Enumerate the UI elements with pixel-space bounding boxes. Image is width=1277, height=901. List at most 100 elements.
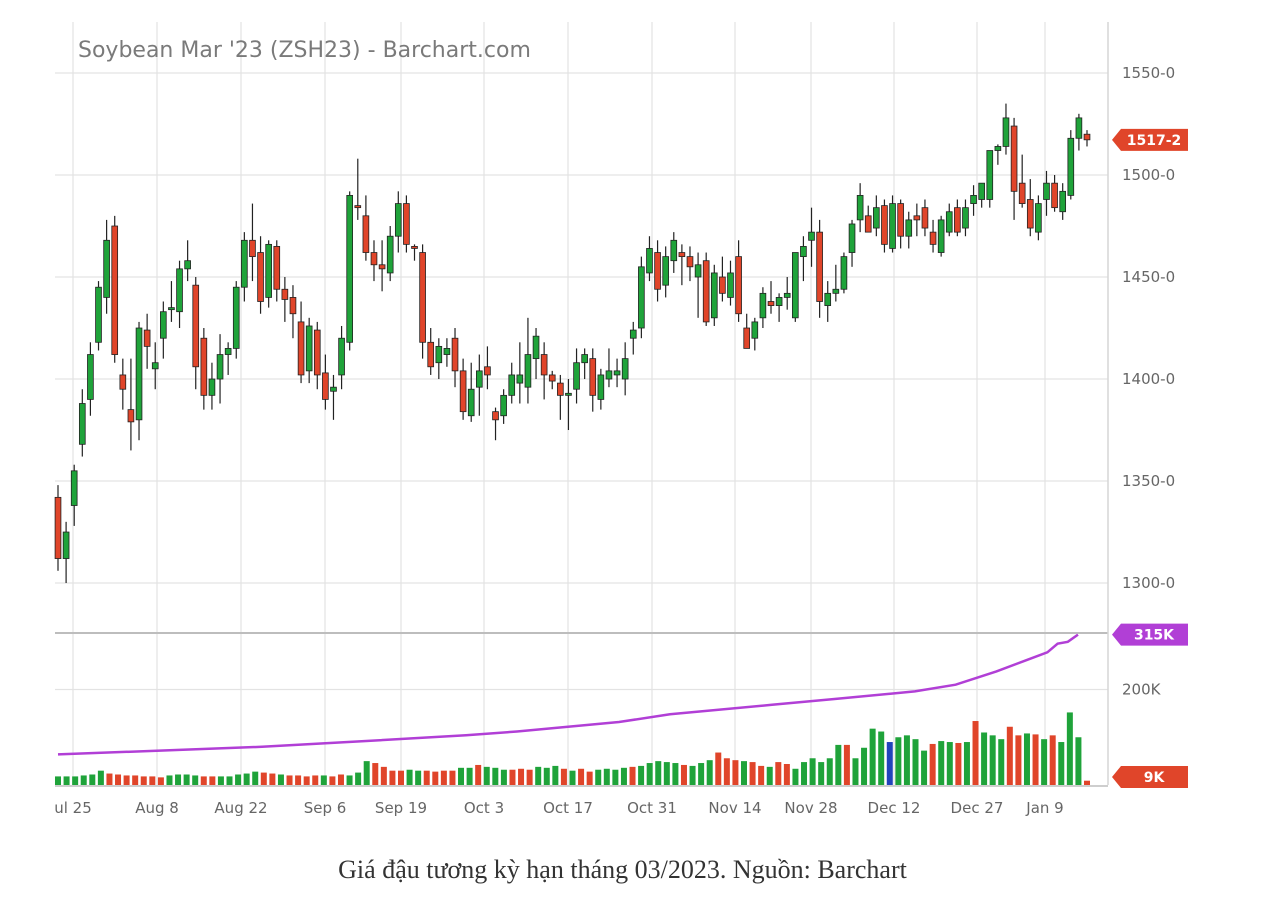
- volume-bar: [989, 735, 996, 785]
- candle-body: [1035, 203, 1042, 233]
- candle-body: [297, 321, 305, 376]
- volume-bar: [655, 761, 662, 785]
- candle-body: [273, 246, 281, 290]
- candle-body: [1051, 182, 1058, 209]
- volume-bar: [835, 744, 842, 785]
- candle-body: [848, 223, 856, 253]
- price-tick-label: 1550-0: [1122, 64, 1175, 82]
- volume-bar: [861, 747, 868, 785]
- price-tick-label: 1300-0: [1122, 574, 1175, 592]
- volume-bar: [586, 771, 593, 785]
- volume-bar: [1015, 735, 1022, 785]
- candle-body: [168, 307, 175, 311]
- volume-bar: [1006, 726, 1013, 785]
- x-tick-label: Nov 28: [784, 799, 837, 817]
- candle-body: [281, 288, 289, 300]
- volume-bar: [809, 758, 816, 785]
- candle-body: [305, 325, 313, 372]
- candle-body: [378, 264, 386, 270]
- candle-body: [492, 411, 499, 421]
- volume-bar: [629, 766, 636, 785]
- volume-bar: [372, 763, 379, 785]
- candle-body: [176, 268, 183, 313]
- candle-body: [986, 150, 994, 200]
- volume-bar: [921, 750, 928, 785]
- candle-body: [1002, 117, 1010, 147]
- candle-body: [265, 243, 272, 298]
- volume-bar: [869, 728, 876, 785]
- volume-bar: [535, 766, 542, 785]
- figure-caption: Giá đậu tương kỳ hạn tháng 03/2023. Nguồ…: [338, 855, 907, 884]
- volume-bar: [1032, 734, 1039, 785]
- candle-body: [70, 470, 78, 506]
- volume-bar: [123, 775, 130, 785]
- volume-bar: [89, 774, 96, 785]
- candle-body: [451, 337, 459, 372]
- candle-body: [710, 272, 718, 319]
- volume-bar: [518, 768, 525, 785]
- candle-body: [565, 392, 572, 396]
- volume-bar: [63, 776, 70, 785]
- candle-body: [143, 329, 151, 347]
- candle-body: [127, 409, 135, 423]
- volume-bar: [286, 775, 293, 785]
- volume-bar: [415, 770, 422, 785]
- candle-body: [970, 195, 977, 204]
- volume-bar: [740, 761, 748, 785]
- candle-body: [346, 195, 354, 343]
- volume-bar: [955, 742, 962, 785]
- volume-bar: [140, 776, 147, 785]
- volume-badge-shape: [1112, 766, 1188, 788]
- volume-bar: [963, 742, 970, 785]
- candle-body: [937, 219, 945, 253]
- x-tick-label: Aug 8: [135, 799, 179, 817]
- volume-bar: [440, 770, 447, 785]
- volume-bar: [337, 774, 344, 785]
- volume-bar: [157, 777, 164, 785]
- candle-body: [921, 207, 929, 229]
- candle-body: [678, 252, 686, 258]
- open-interest-line: [57, 633, 1079, 756]
- volume-bar: [766, 766, 773, 785]
- x-tick-label: Dec 12: [868, 799, 921, 817]
- candle-body: [816, 231, 823, 302]
- candle-body: [524, 354, 532, 388]
- candle-body: [881, 205, 888, 245]
- volume-bar: [54, 776, 62, 785]
- chart-container: ul 25 Aug 8 Aug 22 Sep 6 Sep 19 Oct 3 Oct 17 Oc…: [54, 22, 1188, 817]
- volume-bar: [732, 760, 739, 785]
- candle-body: [257, 252, 264, 302]
- candle-body: [840, 256, 848, 290]
- volume-bar: [243, 773, 250, 785]
- volume-bar: [97, 770, 104, 785]
- open-interest-badge: 315K: [1112, 623, 1188, 646]
- candle-body: [216, 354, 224, 380]
- candle-body: [605, 370, 613, 380]
- candle-body: [241, 239, 248, 288]
- candle-body: [1010, 125, 1018, 192]
- volume-bar: [903, 735, 910, 785]
- candle-body: [581, 354, 588, 364]
- volume-bar: [380, 766, 387, 785]
- candle-body: [1075, 117, 1083, 139]
- candle-body: [232, 286, 240, 349]
- candle-body: [873, 207, 880, 229]
- volume-bar: [1075, 737, 1082, 785]
- candle-body: [135, 327, 143, 421]
- x-tick-label: Oct 17: [543, 799, 593, 817]
- candle-body: [905, 219, 913, 237]
- volume-bar: [449, 770, 456, 785]
- volume-bar: [560, 768, 567, 785]
- volume-bar: [295, 775, 302, 785]
- x-tick-label: ul 25: [54, 799, 92, 817]
- volume-bar: [706, 760, 713, 785]
- price-tick-label: 1350-0: [1122, 472, 1175, 490]
- volume-bar: [938, 741, 945, 785]
- candle-body: [111, 225, 119, 355]
- candle-body: [540, 354, 548, 376]
- candle-body: [192, 284, 200, 368]
- volume-bar: [946, 742, 953, 785]
- candle-body: [638, 266, 645, 329]
- candle-body: [54, 496, 62, 559]
- volume-bar: [1049, 735, 1056, 785]
